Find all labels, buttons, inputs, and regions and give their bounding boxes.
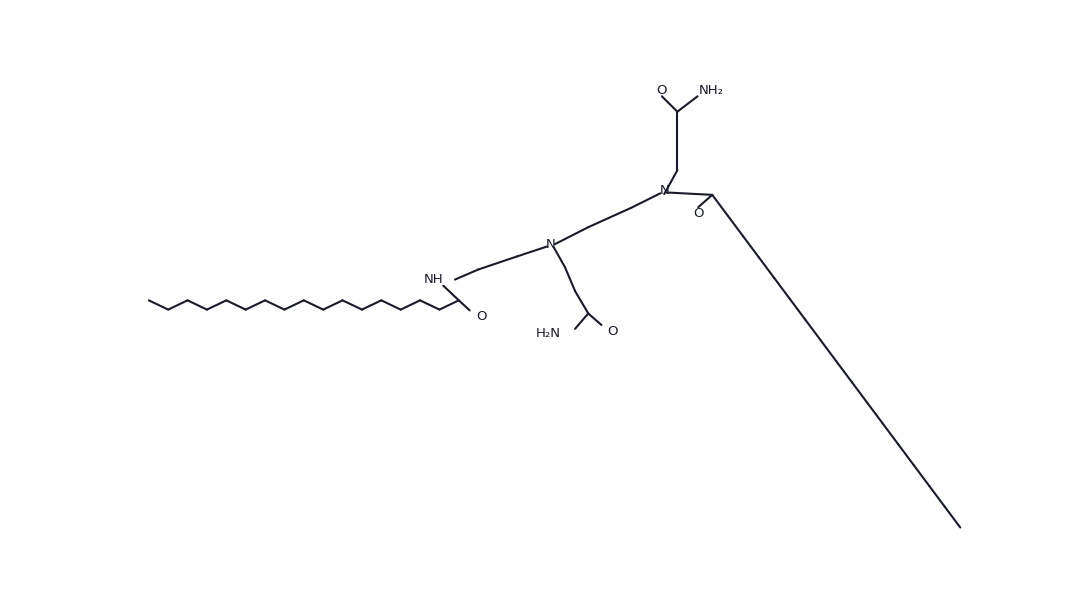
Text: O: O	[693, 207, 704, 220]
Text: O: O	[476, 310, 487, 323]
Text: N: N	[659, 184, 669, 197]
Text: O: O	[657, 84, 667, 96]
Text: H₂N: H₂N	[536, 327, 561, 340]
Text: NH₂: NH₂	[699, 84, 724, 96]
Text: N: N	[546, 238, 556, 251]
Text: O: O	[607, 325, 618, 338]
Text: NH: NH	[424, 273, 443, 286]
